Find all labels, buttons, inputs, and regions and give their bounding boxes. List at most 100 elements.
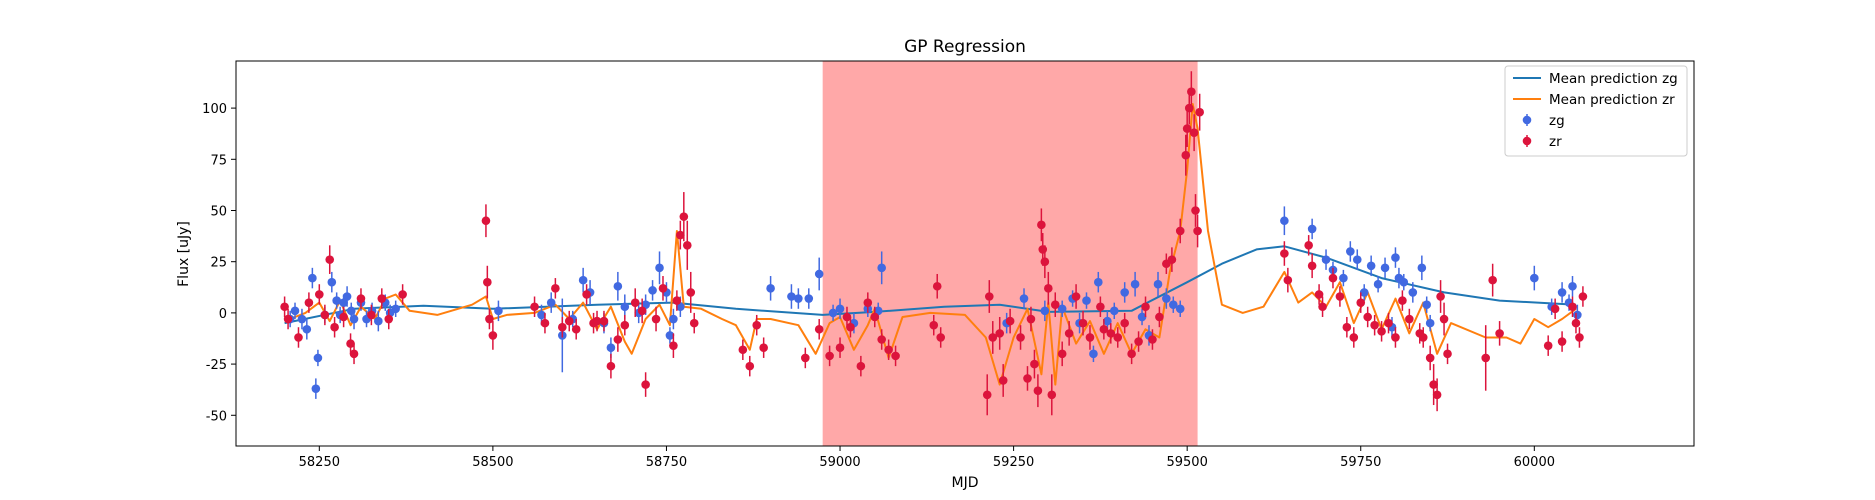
data-point [1182, 124, 1192, 133]
data-point [1373, 279, 1383, 289]
data-point [325, 255, 335, 264]
data-point [1352, 255, 1362, 264]
x-tick-label: 59250 [993, 455, 1034, 470]
data-point [551, 284, 560, 293]
data-point [1162, 294, 1171, 303]
data-point [1568, 302, 1577, 312]
data-point [932, 281, 942, 291]
data-point [637, 306, 647, 316]
data-point [1425, 353, 1435, 363]
data-point [665, 331, 675, 340]
data-point [398, 290, 407, 299]
data-point [814, 324, 824, 334]
data-point [1030, 359, 1039, 369]
data-point [877, 263, 886, 273]
data-point [1377, 327, 1386, 336]
data-point [1314, 290, 1324, 299]
data-point [620, 320, 630, 330]
data-point [630, 298, 640, 307]
data-point [1481, 353, 1491, 363]
data-point [558, 322, 567, 332]
data-point [342, 292, 352, 301]
x-tick-label: 59750 [1340, 455, 1381, 470]
data-point [1044, 284, 1053, 293]
data-point [1016, 333, 1025, 342]
data-point [982, 390, 992, 400]
data-point [794, 294, 803, 303]
data-point [929, 320, 939, 330]
data-point [315, 290, 324, 299]
data-point [1191, 206, 1200, 215]
data-point [1130, 279, 1140, 289]
y-tick-label: 100 [202, 102, 227, 117]
data-point [672, 296, 682, 305]
data-point [1356, 298, 1366, 307]
data-point [620, 302, 630, 312]
data-point [356, 294, 366, 303]
data-point [1082, 296, 1091, 305]
data-point [302, 324, 312, 334]
legend-swatch-point [1522, 115, 1532, 125]
data-point [485, 314, 494, 324]
data-point [1359, 288, 1369, 297]
data-point [985, 292, 994, 301]
data-point [1120, 318, 1129, 328]
data-point [1557, 337, 1567, 346]
legend-label: Mean prediction zr [1549, 92, 1675, 108]
data-point [1399, 277, 1409, 287]
data-point [1550, 304, 1560, 314]
data-point [682, 241, 692, 250]
x-tick-label: 59500 [1166, 455, 1207, 470]
data-point [689, 318, 699, 328]
data-point [884, 345, 893, 355]
data-point [686, 288, 696, 297]
data-point [1175, 304, 1185, 314]
data-point [669, 341, 678, 350]
data-point [738, 345, 748, 355]
data-point [582, 290, 591, 299]
data-point [1342, 322, 1352, 332]
y-tick-label: 50 [210, 204, 227, 219]
data-point [540, 318, 550, 328]
data-point [1187, 87, 1196, 97]
data-point [1106, 329, 1116, 338]
data-point [384, 314, 394, 324]
data-point [483, 277, 492, 287]
x-tick-label: 58250 [299, 455, 340, 470]
data-point [828, 308, 838, 318]
legend-box [1504, 65, 1688, 157]
data-point [1304, 241, 1313, 250]
data-point [1422, 300, 1431, 309]
data-point [676, 230, 685, 240]
data-point [856, 361, 866, 371]
x-tick-label: 60000 [1514, 455, 1555, 470]
data-point [1193, 226, 1202, 236]
data-point [294, 333, 303, 342]
data-point [1057, 349, 1067, 359]
data-point [280, 302, 289, 312]
data-point [1137, 312, 1147, 322]
data-point [787, 292, 796, 301]
data-point [1366, 261, 1376, 271]
data-point [1047, 390, 1057, 400]
data-point [1184, 103, 1194, 113]
data-point [367, 310, 376, 320]
data-point [1432, 390, 1442, 400]
data-point [655, 263, 664, 273]
data-point [537, 310, 546, 320]
data-point [1109, 306, 1119, 316]
data-point [320, 310, 330, 320]
data-point [1181, 150, 1191, 160]
data-point [1113, 333, 1123, 342]
legend-label: zg [1549, 113, 1565, 129]
data-point [330, 322, 339, 332]
data-point [1398, 296, 1407, 305]
data-point [1568, 281, 1577, 291]
data-point [327, 277, 337, 287]
y-tick-label: -25 [206, 358, 227, 373]
data-point [1096, 302, 1105, 312]
data-point [1380, 263, 1390, 273]
data-point [835, 304, 845, 314]
data-point [1280, 249, 1289, 258]
